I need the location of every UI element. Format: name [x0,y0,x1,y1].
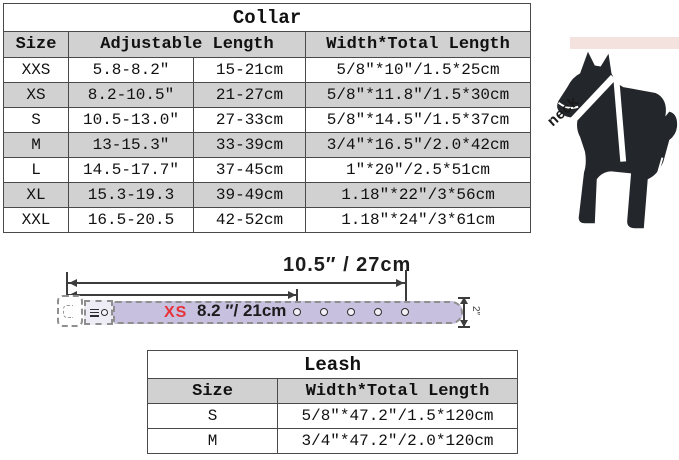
collar-row-l: L 14.5-17.7″ 37-45cm 1″*20″/2.5*51cm [3,157,532,183]
width-total-cell: 3/4″*47.2″/2.0*120cm [276,428,519,454]
collar-header-size: Size [3,31,69,58]
inches-cell: 15.3-19.3 [68,182,194,208]
inches-cell: 13-15.3″ [68,132,194,158]
width-total-cell: 5/8″*14.5″/1.5*37cm [304,107,532,133]
collar-row-xs: XS 8.2-10.5″ 21-27cm 5/8″*11.8″/1.5*30cm [3,82,532,108]
size-cell: S [147,403,278,429]
cm-cell: 37-45cm [193,157,306,183]
cm-cell: 39-49cm [193,182,306,208]
strap-width-label: 2″ [470,305,482,316]
collar-size-table: Collar Size Adjustable Length Width*Tota… [2,3,532,233]
collar-size-label: XS [164,304,188,321]
pink-strip-decoration [570,37,679,49]
collar-hole [401,308,409,316]
cm-cell: 27-33cm [193,107,306,133]
collar-row-m: M 13-15.3″ 33-39cm 3/4″*16.5″/2.0*42cm [3,132,532,158]
min-length-dimension-line [67,294,297,296]
leash-row-s: S 5/8″*47.2″/1.5*120cm [147,403,519,429]
size-cell: XL [3,182,69,208]
dimension-tick-left [66,272,68,303]
leash-header-width-total-length: Width*Total Length [276,378,519,404]
size-cell: M [3,132,69,158]
collar-hole [293,308,301,316]
width-tick-bottom [458,326,470,328]
dog-body-shape [557,51,678,229]
dog-rear-leg-line [647,157,664,221]
size-cell: S [3,107,69,133]
inches-cell: 5.8-8.2″ [68,57,194,83]
inches-cell: 16.5-20.5 [68,207,194,233]
inches-cell: 8.2-10.5″ [68,82,194,108]
collar-strap [113,301,463,324]
harness-girth-strap [613,78,627,162]
size-cell: L [3,157,69,183]
arrow-up-icon [460,297,468,304]
collar-row-xxs: XXS 5.8-8.2″ 15-21cm 5/8″*10″/1.5*25cm [3,57,532,83]
inches-cell: 14.5-17.7″ [68,157,194,183]
width-total-cell: 1″*20″/2.5*51cm [304,157,532,183]
buckle-icon [57,295,83,327]
size-cell: XS [3,82,69,108]
arrow-left-icon [69,279,77,287]
collar-hole [347,308,355,316]
collar-row-xxl: XXL 16.5-20.5 42-52cm 1.18″*24″/3*61cm [3,207,532,233]
width-total-cell: 5/8″*10″/1.5*25cm [304,57,532,83]
leash-size-table: Leash Size Width*Total Length S 5/8″*47.… [146,350,519,454]
cm-cell: 42-52cm [193,207,306,233]
leash-row-m: M 3/4″*47.2″/2.0*120cm [147,428,519,454]
adjuster-icon [89,308,99,317]
width-total-cell: 5/8″*47.2″/1.5*120cm [276,403,519,429]
dog-silhouette [557,51,678,229]
size-cell: XXS [3,57,69,83]
width-total-cell: 5/8″*11.8″/1.5*30cm [304,82,532,108]
width-total-cell: 3/4″*16.5″/2.0*42cm [304,132,532,158]
cm-cell: 15-21cm [193,57,306,83]
arrow-down-icon [460,320,468,327]
cm-cell: 33-39cm [193,132,306,158]
buckle-hook-icon [63,305,73,318]
collar-row-xl: XL 15.3-19.3 39-49cm 1.18″*22″/3*56cm [3,182,532,208]
dog-mouth-line [557,101,579,109]
width-total-cell: 1.18″*22″/3*56cm [304,182,532,208]
arrow-right-icon [288,291,296,299]
width-dimension-line [463,299,465,326]
harness-neck-strap [562,74,616,131]
d-ring-icon [100,309,108,316]
dimension-tick-right [405,270,407,306]
total-length-dimension-line [67,282,406,284]
collar-hole [320,308,328,316]
collar-row-s: S 10.5-13.0″ 27-33cm 5/8″*14.5″/1.5*37cm [3,107,532,133]
collar-hole [374,308,382,316]
inches-cell: 10.5-13.0″ [68,107,194,133]
min-length-dimension-label: 8.2 ″/ 21cm [197,301,287,320]
size-cell: XXL [3,207,69,233]
dimension-tick-first-hole [296,289,298,308]
width-total-cell: 1.18″*24″/3*61cm [304,207,532,233]
collar-table-title: Collar [2,3,532,32]
leash-header-size: Size [147,378,278,404]
collar-header-adjustable-length: Adjustable Length [68,31,306,58]
size-cell: M [147,428,278,454]
strap-adjuster-section [84,300,113,325]
cm-cell: 21-27cm [193,82,306,108]
total-length-dimension-label: 10.5″ / 27cm [283,254,412,276]
leash-table-title: Leash [146,350,519,379]
arrow-right-icon [396,279,404,287]
collar-header-width-total-length: Width*Total Length [304,31,532,58]
